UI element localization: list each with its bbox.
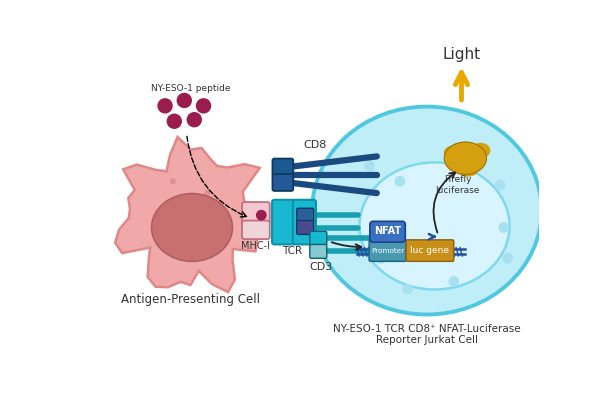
- Ellipse shape: [152, 194, 232, 261]
- FancyBboxPatch shape: [272, 200, 295, 244]
- Text: TCR: TCR: [282, 246, 302, 256]
- Circle shape: [205, 190, 211, 196]
- Text: NY-ESO-1 peptide: NY-ESO-1 peptide: [151, 84, 230, 93]
- Circle shape: [167, 113, 182, 129]
- Circle shape: [208, 220, 214, 227]
- FancyBboxPatch shape: [242, 202, 270, 223]
- Text: CD3: CD3: [310, 262, 333, 272]
- Ellipse shape: [471, 143, 490, 158]
- Ellipse shape: [444, 142, 487, 174]
- FancyBboxPatch shape: [370, 221, 405, 242]
- Circle shape: [256, 210, 266, 220]
- Circle shape: [402, 284, 413, 294]
- FancyBboxPatch shape: [406, 240, 454, 261]
- Ellipse shape: [359, 163, 509, 289]
- Text: Light: Light: [442, 47, 481, 62]
- Circle shape: [395, 176, 405, 186]
- FancyBboxPatch shape: [272, 159, 293, 176]
- Text: NFAT: NFAT: [374, 226, 401, 236]
- Circle shape: [187, 112, 202, 127]
- Text: Reporter Jurkat Cell: Reporter Jurkat Cell: [376, 335, 478, 345]
- Text: MHC-I: MHC-I: [241, 241, 271, 251]
- FancyBboxPatch shape: [310, 244, 327, 258]
- Ellipse shape: [457, 163, 478, 177]
- Circle shape: [205, 244, 211, 250]
- FancyBboxPatch shape: [297, 220, 314, 234]
- Circle shape: [185, 255, 191, 261]
- Text: CD8: CD8: [304, 141, 327, 150]
- Circle shape: [170, 178, 176, 184]
- Circle shape: [448, 276, 459, 287]
- Circle shape: [162, 232, 168, 238]
- Polygon shape: [115, 137, 264, 292]
- Circle shape: [448, 145, 459, 156]
- FancyBboxPatch shape: [272, 174, 293, 191]
- Circle shape: [176, 93, 192, 108]
- Text: Promoter: Promoter: [371, 248, 404, 254]
- FancyBboxPatch shape: [242, 220, 270, 239]
- Circle shape: [494, 180, 505, 191]
- Circle shape: [364, 160, 374, 171]
- Circle shape: [196, 98, 211, 113]
- Circle shape: [502, 253, 513, 264]
- Text: Firefly
luciferase: Firefly luciferase: [436, 175, 480, 195]
- Circle shape: [157, 98, 173, 113]
- FancyBboxPatch shape: [297, 208, 314, 222]
- Circle shape: [375, 253, 386, 264]
- Circle shape: [173, 201, 179, 207]
- Circle shape: [499, 222, 509, 233]
- FancyBboxPatch shape: [310, 231, 327, 245]
- Ellipse shape: [444, 146, 461, 160]
- FancyBboxPatch shape: [293, 200, 316, 244]
- Ellipse shape: [312, 107, 542, 315]
- Text: luc gene: luc gene: [410, 246, 449, 255]
- Text: NY-ESO-1 TCR CD8⁺ NFAT-Luciferase: NY-ESO-1 TCR CD8⁺ NFAT-Luciferase: [333, 324, 521, 334]
- FancyBboxPatch shape: [369, 240, 406, 261]
- Text: Antigen-Presenting Cell: Antigen-Presenting Cell: [121, 293, 260, 306]
